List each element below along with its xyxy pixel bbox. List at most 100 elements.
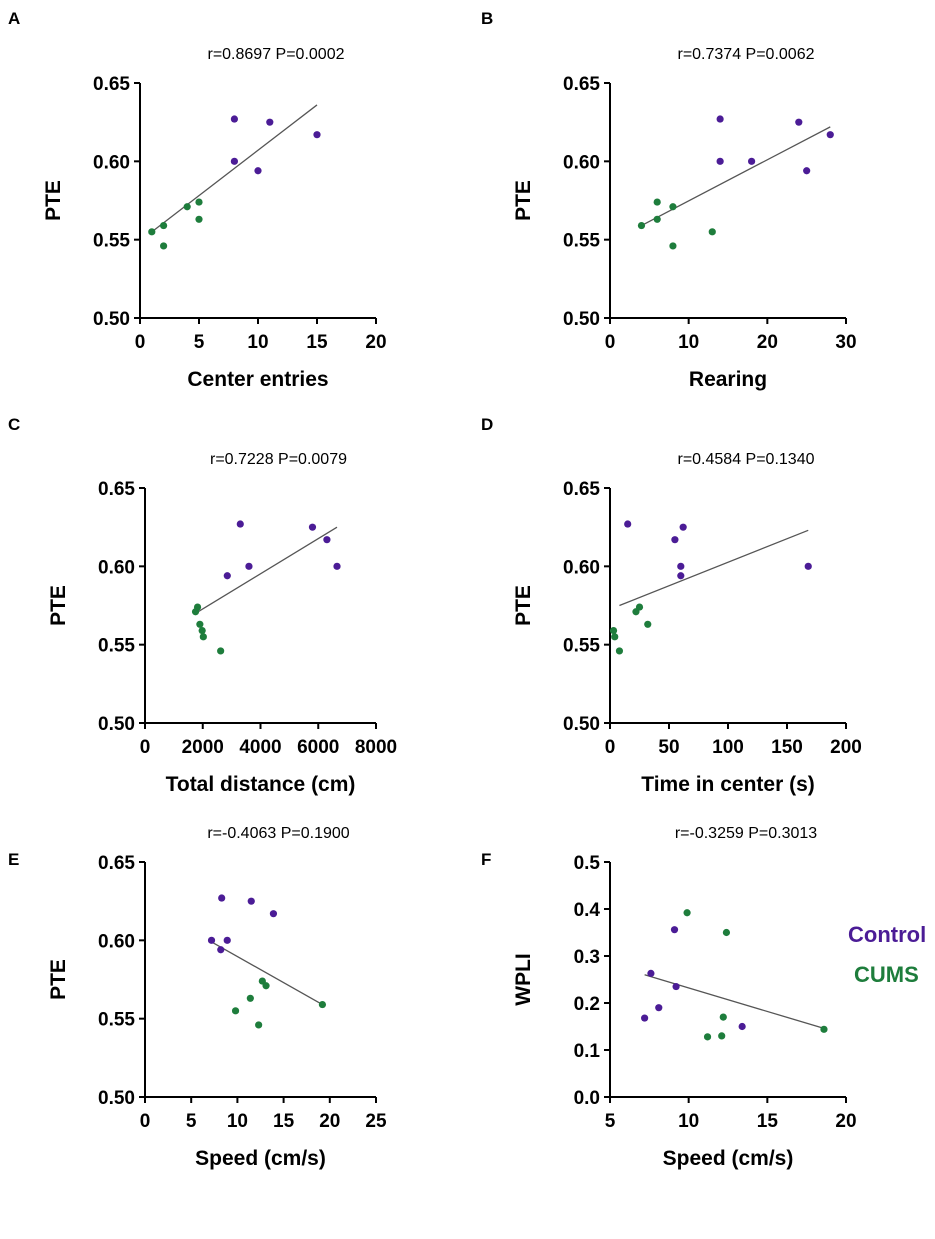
- y-tick-label: 0.65: [563, 479, 600, 500]
- data-point-control: [218, 894, 226, 902]
- y-tick-label: 0.2: [574, 994, 600, 1015]
- chart-title: r=-0.4063 P=0.1900: [207, 825, 349, 842]
- y-axis-label: PTE: [47, 959, 70, 1000]
- y-tick-label: 0.65: [98, 853, 135, 874]
- data-point-cums: [193, 603, 202, 611]
- y-tick-label: 0.1: [574, 1041, 601, 1062]
- data-point-control: [223, 936, 231, 944]
- data-point-cums: [231, 1007, 240, 1015]
- y-axis-label: PTE: [42, 180, 65, 221]
- y-tick-label: 0.0: [574, 1088, 600, 1109]
- x-axis-label: Rearing: [689, 368, 767, 391]
- y-tick-label: 0.55: [98, 636, 135, 657]
- x-tick-label: 10: [247, 332, 268, 353]
- data-point-cums: [718, 1032, 726, 1040]
- y-tick-label: 0.65: [98, 479, 135, 500]
- data-point-control: [223, 572, 231, 580]
- data-point-cums: [669, 242, 677, 250]
- data-point-cums: [653, 215, 661, 223]
- y-tick-label: 0.65: [93, 74, 130, 95]
- legend-control: Control: [848, 922, 927, 947]
- x-tick-label: 0: [135, 332, 146, 353]
- data-point-control: [647, 969, 655, 977]
- data-point-control: [323, 536, 331, 544]
- data-point-cums: [669, 203, 677, 211]
- data-point-control: [266, 118, 274, 126]
- x-tick-label: 8000: [355, 737, 397, 758]
- data-point-cums: [644, 620, 652, 628]
- y-tick-label: 0.55: [98, 1010, 135, 1031]
- panel-letter: C: [8, 415, 20, 434]
- data-point-control: [716, 115, 724, 123]
- x-tick-label: 30: [835, 332, 856, 353]
- y-tick-label: 0.55: [563, 636, 600, 657]
- y-tick-label: 0.65: [563, 74, 600, 95]
- data-point-cums: [183, 203, 191, 211]
- data-point-control: [308, 523, 317, 531]
- data-point-control: [677, 572, 685, 580]
- data-point-control: [655, 1004, 663, 1012]
- panel-letter: B: [481, 9, 493, 28]
- data-point-cums: [708, 228, 716, 236]
- x-tick-label: 0: [140, 737, 151, 758]
- regression-line: [195, 526, 338, 614]
- data-point-cums: [195, 215, 203, 223]
- data-point-cums: [160, 242, 168, 250]
- x-axis-label: Speed (cm/s): [195, 1147, 326, 1170]
- data-point-cums: [246, 994, 254, 1002]
- data-point-cums: [611, 633, 619, 641]
- x-tick-label: 15: [757, 1111, 779, 1132]
- data-point-cums: [719, 1013, 727, 1021]
- panel-c: Cr=0.7228 P=0.0079 0.50 0.55 0.60 0.65 0 2000 4…: [8, 415, 397, 796]
- y-tick-label: 0.60: [98, 557, 135, 578]
- data-point-cums: [217, 647, 225, 655]
- data-point-cums: [318, 1000, 327, 1009]
- data-point-cums: [615, 647, 624, 655]
- x-tick-label: 20: [319, 1111, 340, 1132]
- panel-letter: A: [8, 9, 20, 28]
- y-tick-label: 0.50: [98, 714, 135, 735]
- x-tick-label: 25: [365, 1111, 387, 1132]
- panel-letter: D: [481, 415, 493, 434]
- chart-title: r=0.4584 P=0.1340: [677, 451, 814, 468]
- data-point-control: [217, 946, 225, 954]
- data-point-control: [826, 131, 834, 139]
- data-point-control: [247, 897, 255, 905]
- x-tick-label: 6000: [297, 737, 339, 758]
- x-tick-label: 20: [757, 332, 778, 353]
- panel-e: Er=-0.4063 P=0.1900 0.50 0.55 0.60 0.65 0 5 10 1…: [8, 825, 387, 1170]
- x-axis-label: Center entries: [187, 368, 328, 391]
- data-point-cums: [683, 909, 691, 917]
- y-tick-label: 0.55: [93, 231, 130, 252]
- x-tick-label: 5: [605, 1111, 616, 1132]
- panel-letter: F: [481, 850, 491, 869]
- y-tick-label: 0.3: [574, 947, 600, 968]
- data-point-cums: [160, 221, 168, 230]
- data-point-control: [333, 562, 341, 570]
- x-tick-label: 150: [771, 737, 803, 758]
- x-tick-label: 5: [194, 332, 205, 353]
- chart-title: r=0.8697 P=0.0002: [207, 46, 344, 63]
- data-point-control: [313, 131, 321, 139]
- chart-title: r=-0.3259 P=0.3013: [675, 825, 817, 842]
- x-axis-label: Total distance (cm): [166, 773, 356, 796]
- data-point-cums: [255, 1021, 263, 1029]
- data-point-cums: [722, 928, 731, 937]
- data-point-cums: [635, 603, 644, 611]
- data-point-control: [738, 1022, 746, 1031]
- legend-cums: CUMS: [854, 962, 919, 987]
- x-tick-label: 10: [227, 1111, 248, 1132]
- x-tick-label: 15: [306, 332, 328, 353]
- x-tick-label: 10: [678, 332, 699, 353]
- y-tick-label: 0.50: [563, 309, 600, 330]
- x-tick-label: 0: [140, 1111, 151, 1132]
- y-tick-label: 0.50: [93, 309, 130, 330]
- data-point-cums: [199, 633, 207, 641]
- data-point-control: [641, 1014, 649, 1022]
- y-tick-label: 0.50: [563, 714, 600, 735]
- y-axis-label: PTE: [47, 585, 70, 626]
- x-axis-label: Time in center (s): [641, 773, 815, 796]
- regression-line: [151, 104, 318, 233]
- x-tick-label: 20: [835, 1111, 856, 1132]
